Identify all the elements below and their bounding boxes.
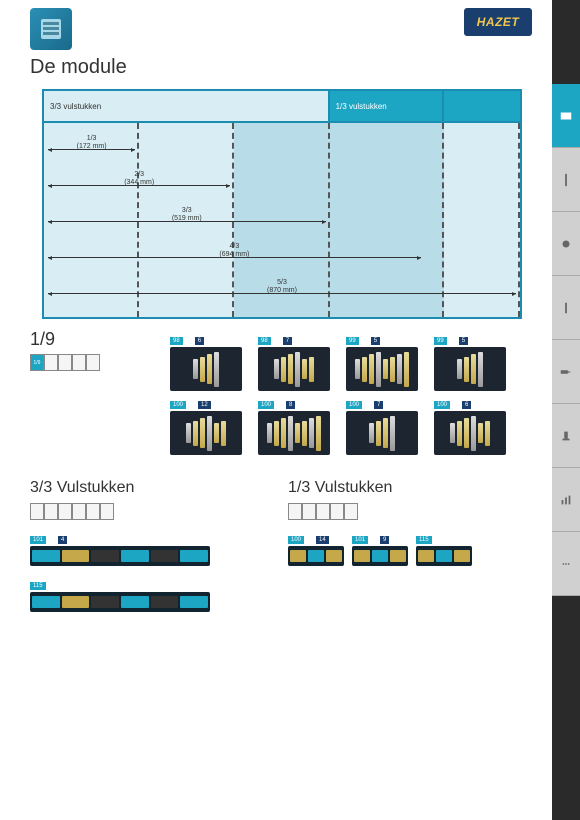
product-image: [346, 347, 418, 391]
product-count: 5: [459, 337, 468, 345]
product-ref: 100: [170, 401, 186, 409]
product-item: 98 6: [170, 337, 246, 391]
module-icon: [30, 8, 72, 50]
strip-item: 1019: [352, 536, 408, 566]
diagram-header-right: 1/3 vulstukken: [330, 91, 444, 121]
strip-row: 1014: [30, 536, 264, 566]
bottom-right-grid: [288, 503, 522, 520]
product-count: 7: [283, 337, 292, 345]
product-count: 5: [371, 337, 380, 345]
product-count: 12: [198, 401, 211, 409]
product-item: 99 5: [434, 337, 510, 391]
bottom-left-title: 3/3 Vulstukken: [30, 479, 264, 497]
diagram-header-left: 3/3 vulstukken: [44, 91, 330, 121]
tab-stand[interactable]: [552, 404, 580, 468]
dim-label: 3/3(519 mm): [167, 207, 207, 222]
section-19-grid: 1/9: [30, 354, 100, 371]
strip-item: 10014: [288, 536, 344, 566]
tab-chart[interactable]: [552, 468, 580, 532]
product-image: [434, 347, 506, 391]
tab-module[interactable]: [552, 84, 580, 148]
product-ref: 99: [434, 337, 447, 345]
dim-label: 5/3(870 mm): [262, 279, 302, 294]
dim-label: 4/3(694 mm): [214, 243, 254, 258]
section-19-label: 1/9: [30, 329, 100, 350]
bottom-right-title: 1/3 Vulstukken: [288, 479, 522, 497]
bottom-left-grid: [30, 503, 264, 520]
tab-socket[interactable]: [552, 212, 580, 276]
product-item: 100 7: [346, 401, 422, 455]
side-tabs: [552, 84, 580, 596]
product-ref: 100: [258, 401, 274, 409]
tab-dots[interactable]: [552, 532, 580, 596]
dim-label: 2/3(344 mm): [119, 171, 159, 186]
product-ref: 98: [170, 337, 183, 345]
product-image: [170, 411, 242, 455]
product-item: 99 5: [346, 337, 422, 391]
product-ref: 100: [434, 401, 450, 409]
tab-wrench[interactable]: [552, 148, 580, 212]
product-count: 6: [462, 401, 471, 409]
product-count: 7: [374, 401, 383, 409]
product-item: 100 6: [434, 401, 510, 455]
brand-logo: HAZET: [464, 8, 532, 36]
module-diagram: 3/3 vulstukken 1/3 vulstukken 1/3(172 mm…: [42, 89, 522, 319]
product-ref: 100: [346, 401, 362, 409]
product-count: 6: [195, 337, 204, 345]
product-ref: 98: [258, 337, 271, 345]
product-image: [346, 411, 418, 455]
product-image: [258, 347, 330, 391]
product-count: 8: [286, 401, 295, 409]
tab-bar[interactable]: [552, 276, 580, 340]
dim-label: 1/3(172 mm): [72, 135, 112, 150]
product-item: 98 7: [258, 337, 334, 391]
product-item: 100 12: [170, 401, 246, 455]
page-title: De module: [0, 50, 552, 89]
strip-row: 115: [30, 582, 264, 612]
product-ref: 99: [346, 337, 359, 345]
tab-drill[interactable]: [552, 340, 580, 404]
product-item: 100 8: [258, 401, 334, 455]
product-image: [434, 411, 506, 455]
strip-item: 115: [416, 536, 472, 566]
product-image: [170, 347, 242, 391]
product-image: [258, 411, 330, 455]
